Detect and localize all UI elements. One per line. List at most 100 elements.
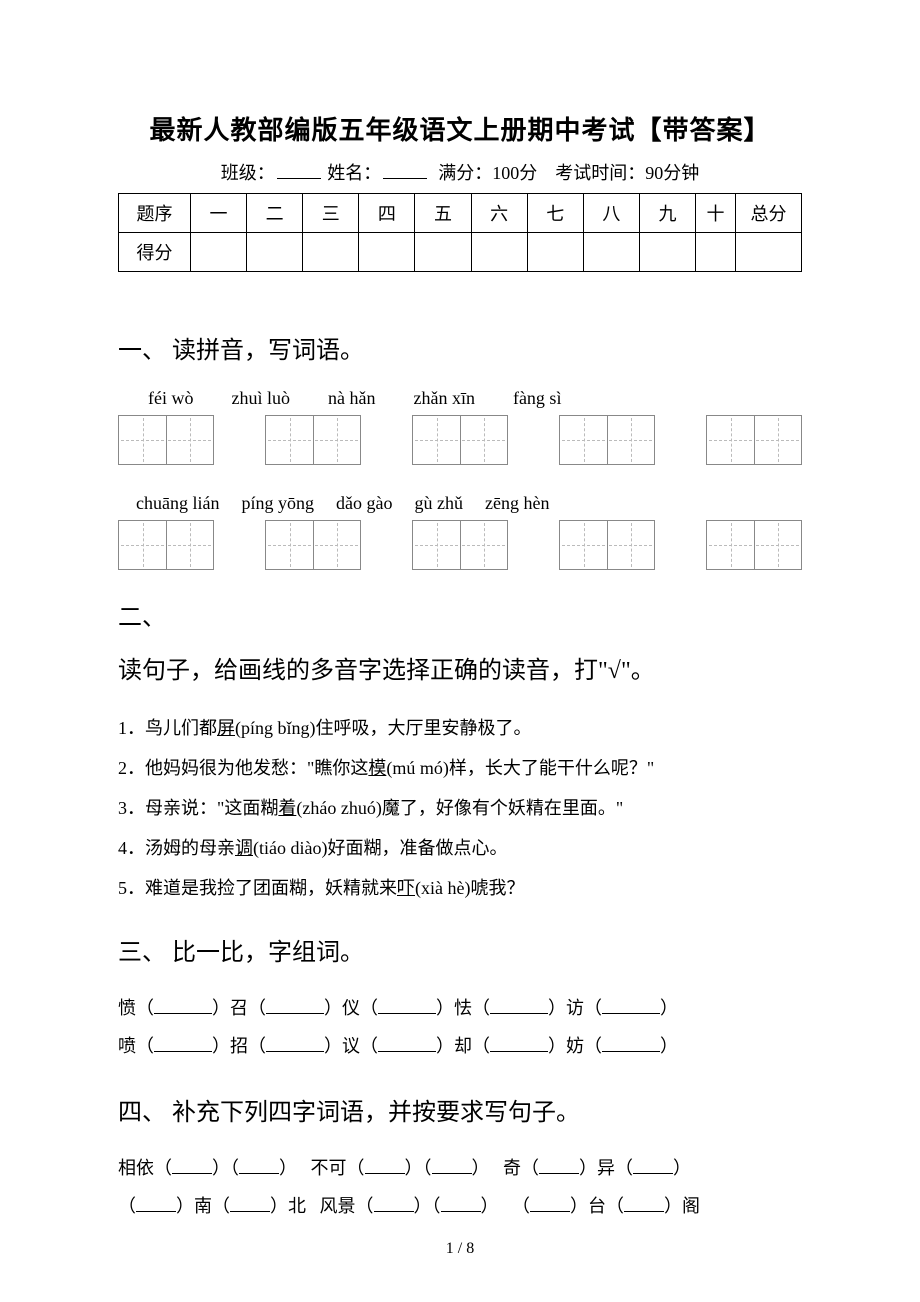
blank[interactable] <box>172 1158 212 1174</box>
underlined: 着 <box>278 798 296 818</box>
char: 怯 <box>454 998 472 1018</box>
blank[interactable] <box>230 1196 270 1212</box>
char-box[interactable] <box>412 520 508 570</box>
char-box[interactable] <box>118 520 214 570</box>
pinyin: chuāng lián <box>136 493 219 514</box>
col-1: 一 <box>191 194 247 233</box>
blank[interactable] <box>490 1036 548 1052</box>
pinyin-row-2: chuāng lián píng yōng dǎo gào gù zhǔ zēn… <box>136 493 802 514</box>
q2-item: 2．他妈妈很为他发愁："瞧你这模(mú mó)样，长大了能干什么呢？" <box>118 750 802 786</box>
score-cell[interactable] <box>639 233 695 272</box>
blank[interactable] <box>154 1036 212 1052</box>
exam-time: 考试时间：90分钟 <box>555 163 699 183</box>
score-cell[interactable] <box>527 233 583 272</box>
char: 访 <box>566 998 584 1018</box>
score-value-row: 得分 <box>119 233 802 272</box>
blank[interactable] <box>624 1196 664 1212</box>
score-header-row: 题序 一 二 三 四 五 六 七 八 九 十 总分 <box>119 194 802 233</box>
num: 4． <box>118 838 145 858</box>
col-6: 六 <box>471 194 527 233</box>
pinyin-row-1: féi wò zhuì luò nà hǎn zhǎn xīn fàng sì <box>148 388 802 409</box>
score-cell[interactable] <box>303 233 359 272</box>
page-footer: 1 / 8 <box>0 1240 920 1258</box>
q2-item: 5．难道是我捡了团面糊，妖精就来吓(xià hè)唬我？ <box>118 870 802 906</box>
txt: 阁 <box>682 1196 700 1216</box>
col-7: 七 <box>527 194 583 233</box>
score-cell[interactable] <box>471 233 527 272</box>
char-box[interactable] <box>118 415 214 465</box>
blank[interactable] <box>432 1158 472 1174</box>
section-3-line2: 喷（）招（）议（）却（）妨（） <box>118 1028 802 1066</box>
score-cell[interactable] <box>359 233 415 272</box>
char-box[interactable] <box>412 415 508 465</box>
blank[interactable] <box>266 998 324 1014</box>
score-cell[interactable] <box>696 233 736 272</box>
blank[interactable] <box>530 1196 570 1212</box>
score-cell[interactable] <box>583 233 639 272</box>
blank[interactable] <box>266 1036 324 1052</box>
class-blank[interactable] <box>277 161 321 179</box>
num: 1． <box>118 718 145 738</box>
blank[interactable] <box>633 1158 673 1174</box>
char: 愤 <box>118 998 136 1018</box>
char-box-row-2 <box>118 520 802 570</box>
txt: 汤姆的母亲 <box>145 838 235 858</box>
blank[interactable] <box>490 998 548 1014</box>
pinyin: zhǎn xīn <box>413 388 474 409</box>
page: 最新人教部编版五年级语文上册期中考试【带答案】 班级： 姓名： 满分：100分 … <box>0 0 920 1302</box>
char: 却 <box>454 1036 472 1056</box>
full-score: 满分：100分 <box>438 163 537 183</box>
char: 招 <box>230 1036 248 1056</box>
blank[interactable] <box>539 1158 579 1174</box>
char-box[interactable] <box>559 520 655 570</box>
blank[interactable] <box>602 998 660 1014</box>
section-4-heading: 四、 补充下列四字词语，并按要求写句子。 <box>118 1094 802 1132</box>
char: 议 <box>342 1036 360 1056</box>
txt: (píng bǐng)住呼吸，大厅里安静极了。 <box>235 718 532 738</box>
pinyin: zhuì luò <box>231 388 290 409</box>
section-3-line1: 愤（）召（）仪（）怯（）访（） <box>118 990 802 1028</box>
underlined: 调 <box>235 838 253 858</box>
txt: (mú mó)样，长大了能干什么呢？" <box>386 758 654 778</box>
score-cell[interactable] <box>191 233 247 272</box>
txt: 风景 <box>320 1196 356 1216</box>
txt: 北 <box>288 1196 306 1216</box>
blank[interactable] <box>441 1196 481 1212</box>
col-2: 二 <box>247 194 303 233</box>
score-cell[interactable] <box>736 233 802 272</box>
col-3: 三 <box>303 194 359 233</box>
pinyin: gù zhǔ <box>414 493 463 514</box>
name-blank[interactable] <box>383 161 427 179</box>
col-label: 题序 <box>119 194 191 233</box>
char: 仪 <box>342 998 360 1018</box>
blank[interactable] <box>378 998 436 1014</box>
char-box[interactable] <box>559 415 655 465</box>
txt: 他妈妈很为他发愁："瞧你这 <box>145 758 368 778</box>
char-box[interactable] <box>265 415 361 465</box>
blank[interactable] <box>365 1158 405 1174</box>
score-cell[interactable] <box>247 233 303 272</box>
section-4-line2: （）南（）北 风景（）（） （）台（）阁 <box>118 1188 802 1226</box>
txt: (xià hè)唬我？ <box>415 878 524 898</box>
num: 2． <box>118 758 145 778</box>
char: 召 <box>230 998 248 1018</box>
score-cell[interactable] <box>415 233 471 272</box>
char-box[interactable] <box>706 415 802 465</box>
blank[interactable] <box>136 1196 176 1212</box>
txt: 母亲说："这面糊 <box>145 798 278 818</box>
section-2-heading: 读句子，给画线的多音字选择正确的读音，打"√"。 <box>118 651 802 692</box>
blank[interactable] <box>239 1158 279 1174</box>
char-box[interactable] <box>265 520 361 570</box>
txt: 台 <box>588 1196 606 1216</box>
char-box[interactable] <box>706 520 802 570</box>
class-label: 班级： <box>221 163 275 183</box>
blank[interactable] <box>154 998 212 1014</box>
blank[interactable] <box>374 1196 414 1212</box>
blank[interactable] <box>378 1036 436 1052</box>
txt: 难道是我捡了团面糊，妖精就来 <box>145 878 397 898</box>
col-5: 五 <box>415 194 471 233</box>
col-10: 十 <box>696 194 736 233</box>
blank[interactable] <box>602 1036 660 1052</box>
txt: 南 <box>194 1196 212 1216</box>
char: 妨 <box>566 1036 584 1056</box>
